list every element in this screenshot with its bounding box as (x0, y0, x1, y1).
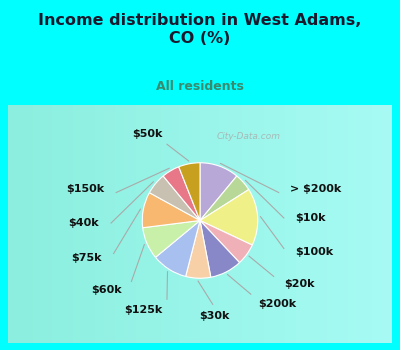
Text: $50k: $50k (132, 129, 162, 139)
Text: $30k: $30k (199, 311, 230, 321)
Wedge shape (200, 220, 240, 277)
Wedge shape (156, 220, 200, 276)
Wedge shape (163, 167, 200, 220)
Text: $100k: $100k (295, 247, 334, 257)
Wedge shape (200, 176, 249, 220)
Text: All residents: All residents (156, 79, 244, 93)
Text: > $200k: > $200k (290, 184, 341, 194)
Text: $200k: $200k (258, 299, 296, 309)
Text: $40k: $40k (68, 218, 99, 229)
Wedge shape (149, 176, 200, 220)
Text: $20k: $20k (284, 279, 314, 289)
Wedge shape (179, 163, 200, 220)
Text: $75k: $75k (71, 253, 102, 263)
Text: $125k: $125k (124, 305, 162, 315)
Wedge shape (200, 163, 237, 220)
Wedge shape (200, 220, 252, 262)
Wedge shape (143, 220, 200, 257)
Text: Income distribution in West Adams,
CO (%): Income distribution in West Adams, CO (%… (38, 13, 362, 46)
Wedge shape (142, 193, 200, 228)
Text: $10k: $10k (295, 212, 326, 223)
Text: $150k: $150k (66, 184, 105, 194)
Wedge shape (186, 220, 211, 278)
Wedge shape (200, 190, 258, 245)
Text: City-Data.com: City-Data.com (217, 132, 281, 141)
Text: $60k: $60k (92, 285, 122, 295)
